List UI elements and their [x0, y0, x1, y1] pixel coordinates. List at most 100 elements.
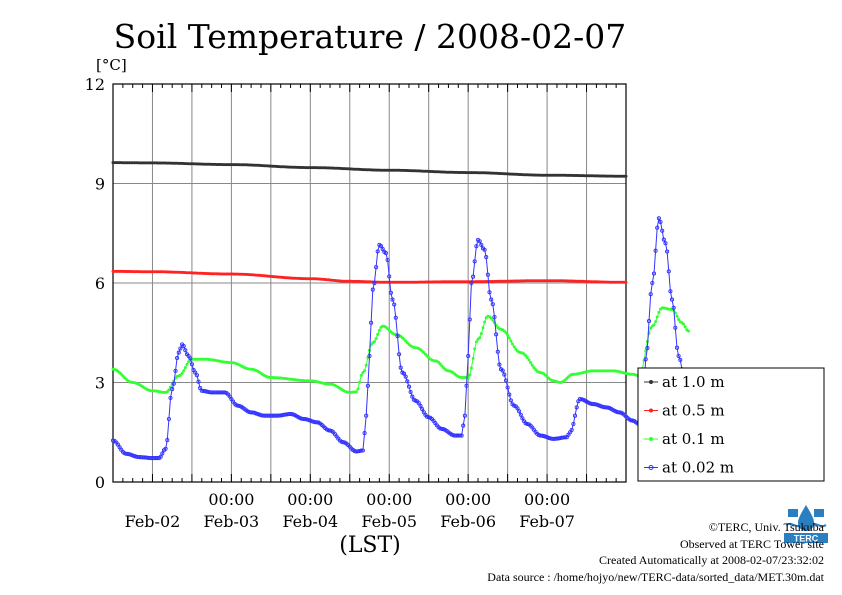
axes: 0 3 6 9 12 00:00 00:00 00:00 00:00 00:00 Feb-02 Feb…	[85, 75, 627, 531]
legend-swatch-marker	[648, 465, 654, 470]
series-3	[110, 216, 691, 461]
chart-title: Soil Temperature / 2008-02-07	[114, 17, 627, 56]
data-point	[683, 325, 687, 329]
legend-label: at 1.0 m	[662, 373, 725, 391]
data-point	[643, 357, 648, 362]
data-point	[645, 346, 650, 351]
data-point	[171, 381, 176, 386]
data-point	[383, 251, 388, 256]
data-point	[370, 287, 375, 292]
data-point	[490, 302, 495, 307]
legend-item: at 1.0 m	[644, 373, 725, 391]
footer-copyright: ©TERC, Univ. Tsukuba	[708, 520, 824, 534]
data-point	[500, 368, 505, 373]
data-point	[327, 428, 333, 433]
legend-swatch-marker	[649, 380, 653, 384]
series-line	[112, 216, 689, 459]
data-point	[674, 345, 680, 350]
data-point	[494, 332, 499, 337]
y-tick-label: 12	[85, 75, 105, 94]
data-point	[354, 390, 358, 394]
legend-box	[637, 367, 825, 482]
data-point	[503, 378, 509, 383]
data-point	[361, 371, 365, 375]
data-point	[387, 274, 392, 279]
data-point	[367, 353, 372, 359]
data-point	[364, 413, 369, 418]
data-point	[687, 329, 690, 333]
data-point	[375, 249, 380, 254]
data-point	[471, 274, 476, 279]
data-point	[648, 292, 653, 297]
x-time-tick-label: 00:00	[445, 490, 491, 509]
data-point	[502, 372, 507, 377]
data-point	[385, 257, 390, 263]
y-axis-unit-label: [°C]	[96, 56, 127, 74]
x-time-tick-label: 00:00	[524, 490, 570, 509]
data-point	[474, 244, 479, 249]
data-point	[388, 290, 393, 295]
data-point	[472, 259, 477, 264]
x-time-tick-label: 00:00	[287, 490, 333, 509]
data-point	[378, 244, 384, 249]
data-point	[666, 269, 671, 274]
y-tick-label: 3	[95, 374, 105, 393]
data-point	[624, 280, 628, 284]
data-point	[574, 405, 579, 410]
data-point	[520, 416, 525, 421]
data-point	[369, 320, 374, 325]
data-point	[477, 239, 482, 244]
footer-source: Data source : /home/hojyo/new/TERC-data/…	[487, 570, 824, 584]
x-axis-label: (LST)	[339, 533, 401, 558]
data-point	[170, 387, 175, 392]
data-point	[462, 413, 467, 418]
footer-observed: Observed at TERC Tower site	[679, 537, 824, 551]
data-point	[155, 456, 160, 461]
data-point	[360, 448, 365, 453]
data-point	[457, 433, 462, 438]
data-point	[657, 310, 661, 314]
data-point	[408, 389, 413, 395]
data-point	[660, 228, 665, 233]
data-point	[461, 423, 466, 428]
data-point	[410, 394, 415, 399]
data-point	[478, 336, 482, 340]
data-point	[420, 406, 425, 412]
data-point	[418, 403, 423, 408]
data-point	[473, 347, 477, 351]
data-point	[491, 318, 495, 322]
data-point	[563, 435, 568, 440]
data-point	[650, 280, 655, 286]
data-point	[525, 421, 530, 427]
data-point	[676, 353, 681, 359]
data-point	[176, 350, 181, 355]
data-point	[366, 356, 370, 360]
data-point	[624, 174, 628, 178]
data-point	[524, 354, 528, 358]
legend: at 1.0 m at 0.5 m at 0.1 m at 0.02 m	[637, 367, 825, 482]
y-tick-label: 0	[95, 473, 105, 492]
data-point	[398, 365, 403, 370]
x-time-tick-label: 00:00	[366, 490, 412, 509]
data-point	[497, 362, 502, 367]
series-2	[111, 306, 690, 394]
data-point	[469, 366, 473, 370]
terc-logo: TERC	[784, 503, 828, 547]
data-point	[160, 451, 165, 456]
data-point	[194, 373, 199, 378]
legend-item: at 0.02 m	[644, 459, 734, 477]
data-point	[653, 248, 658, 253]
legend-item: at 0.5 m	[644, 402, 725, 420]
data-point	[395, 334, 400, 339]
data-point	[505, 385, 510, 390]
data-point	[380, 246, 385, 252]
data-point	[504, 331, 508, 335]
data-point	[495, 349, 500, 354]
x-date-label: Feb-07	[519, 512, 575, 531]
data-point	[459, 433, 464, 438]
data-point	[507, 392, 512, 397]
data-point	[485, 272, 490, 277]
data-point	[646, 319, 652, 324]
data-point	[406, 384, 412, 389]
data-point	[178, 346, 183, 351]
